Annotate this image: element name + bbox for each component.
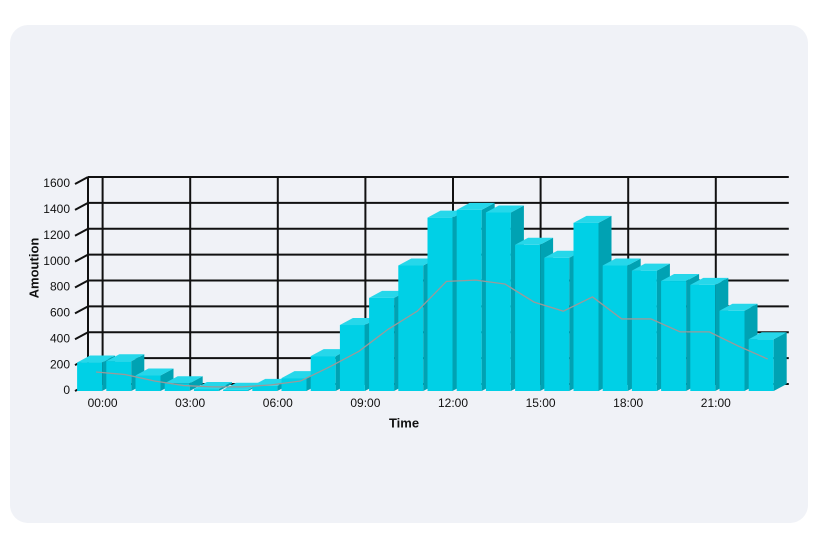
bar-front [631,270,657,391]
tick-mark [74,176,89,185]
tick-mark [74,253,89,263]
bar-front [77,362,103,391]
bar-front [719,310,745,391]
bar-top [427,210,466,218]
bar-top [690,277,729,285]
tick-mark [74,331,89,341]
x-tick-label: 00:00 [88,396,118,410]
bar-top [398,258,437,266]
bar-top [193,382,232,390]
x-tick-label: 15:00 [526,396,556,410]
y-tick-label: 1400 [43,202,70,216]
bar-top [369,290,408,298]
y-tick-label: 200 [50,357,70,371]
bar-top [281,371,320,379]
bar-top [135,368,174,376]
x-axis-title: Time [389,415,419,430]
bar-top [77,355,116,363]
bar-top [544,250,583,258]
bar-front [748,339,774,391]
x-tick-label: 18:00 [613,396,643,410]
y-tick-label: 1600 [43,176,70,190]
bar-front [661,281,687,391]
bar-front [223,389,249,391]
tick-mark [74,305,89,315]
bar-top [661,274,700,282]
y-tick-label: 400 [50,331,70,345]
bar-top [719,303,758,311]
tick-mark [74,279,89,289]
y-tick-label: 0 [63,383,70,397]
bar-front [106,361,132,391]
bar-top [602,258,641,266]
bar-top [485,205,524,213]
x-tick-label: 21:00 [701,396,731,410]
bar-front [193,389,219,391]
bar-front [456,209,482,391]
bar-front [602,265,628,391]
x-tick-label: 12:00 [438,396,468,410]
bar-front [252,385,278,391]
bar-front [164,383,190,391]
tick-mark [74,227,89,237]
y-tick-label: 1200 [43,228,70,242]
bar-side [773,332,787,391]
bar-front [135,375,161,391]
line [96,279,768,388]
y-tick-label: 1000 [43,254,70,268]
bar-front [544,257,570,391]
bar-top [515,237,554,245]
bar-side [189,376,203,391]
bar-top [106,354,145,362]
x-tick-label: 06:00 [263,396,293,410]
y-tick-label: 600 [50,306,70,320]
bar-front [573,222,599,391]
bar-top [339,318,378,326]
bar-top [164,376,203,384]
bar-front [690,284,716,391]
bar-front [427,217,453,391]
bar-front [398,265,424,391]
bar-top [748,332,787,340]
bar-front [515,244,541,391]
bar-top [252,378,291,386]
bar-top [310,349,349,357]
y-tick-label: 800 [50,280,70,294]
bar-top [631,263,670,271]
y-axis-title: Amoution [26,238,41,299]
x-tick-label: 09:00 [350,396,380,410]
tick-mark [74,201,89,211]
bar-front [485,212,511,391]
bar-front [339,325,365,391]
x-tick-label: 03:00 [175,396,205,410]
bar-top [456,202,495,210]
bar-front [369,297,395,391]
bar-top [573,215,612,223]
